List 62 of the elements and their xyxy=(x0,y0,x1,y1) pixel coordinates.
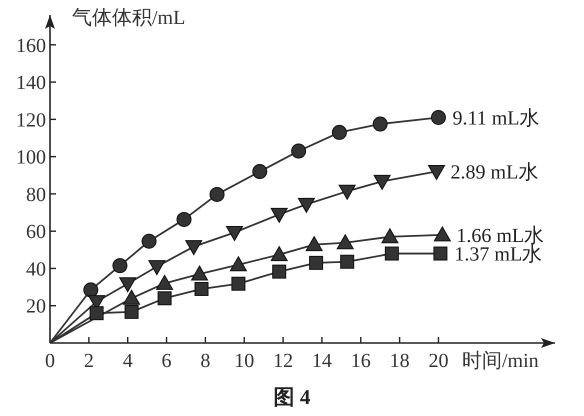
point xyxy=(428,165,446,180)
x-axis-title: 时间/min xyxy=(462,350,539,372)
point xyxy=(336,234,354,250)
point xyxy=(374,174,391,190)
y-tick-label: 140 xyxy=(16,72,46,94)
point xyxy=(148,260,166,276)
series-label: 9.11 mL水 xyxy=(452,108,540,130)
point xyxy=(112,258,128,274)
point xyxy=(270,246,288,262)
y-tick-label: 160 xyxy=(16,34,46,57)
point xyxy=(332,124,347,140)
point xyxy=(298,198,315,213)
point xyxy=(230,256,247,272)
series-label: 2.89 mL水 xyxy=(450,162,538,184)
y-tick-label: 20 xyxy=(26,296,46,318)
point xyxy=(340,254,354,269)
caption: 图 4 xyxy=(274,385,311,409)
y-axis-title: 气体体积/mL xyxy=(72,7,186,29)
point xyxy=(191,266,208,281)
y-tick-label: 100 xyxy=(16,146,46,169)
point xyxy=(291,144,306,159)
y-tick-label: 120 xyxy=(16,109,46,132)
point xyxy=(119,277,136,292)
point xyxy=(384,246,399,261)
x-tick-label: 4 xyxy=(122,350,133,372)
point xyxy=(381,228,398,244)
x-tick-label: 10 xyxy=(234,350,254,372)
point xyxy=(434,226,451,242)
x-tick-label: 8 xyxy=(200,350,210,372)
point xyxy=(142,234,157,249)
x-tick-label: 12 xyxy=(273,350,294,372)
point xyxy=(176,212,192,227)
point xyxy=(338,184,356,200)
x-tick-label: 14 xyxy=(312,350,332,372)
x-tick-label: 0 xyxy=(45,350,55,372)
point xyxy=(430,110,446,125)
point xyxy=(83,282,98,298)
x-tick-label: 20 xyxy=(428,350,448,372)
point xyxy=(272,264,286,279)
y-tick-label: 60 xyxy=(26,221,46,244)
point xyxy=(252,164,268,180)
point xyxy=(194,282,208,296)
y-tick-label: 80 xyxy=(26,184,46,206)
point xyxy=(270,208,288,223)
point xyxy=(156,274,174,290)
x-tick-label: 2 xyxy=(84,350,94,372)
point xyxy=(158,291,172,306)
x-tick-label: 6 xyxy=(162,350,172,372)
point xyxy=(433,246,448,261)
point xyxy=(124,304,139,319)
point xyxy=(231,276,246,291)
point xyxy=(210,186,225,202)
y-tick-label: 40 xyxy=(26,258,46,280)
point xyxy=(372,116,388,132)
point xyxy=(306,236,323,252)
point xyxy=(185,240,202,256)
point xyxy=(90,306,104,320)
x-tick-label: 16 xyxy=(350,350,371,372)
point xyxy=(123,290,140,305)
x-tick-label: 18 xyxy=(390,350,410,372)
point xyxy=(309,256,324,270)
point xyxy=(226,226,244,241)
